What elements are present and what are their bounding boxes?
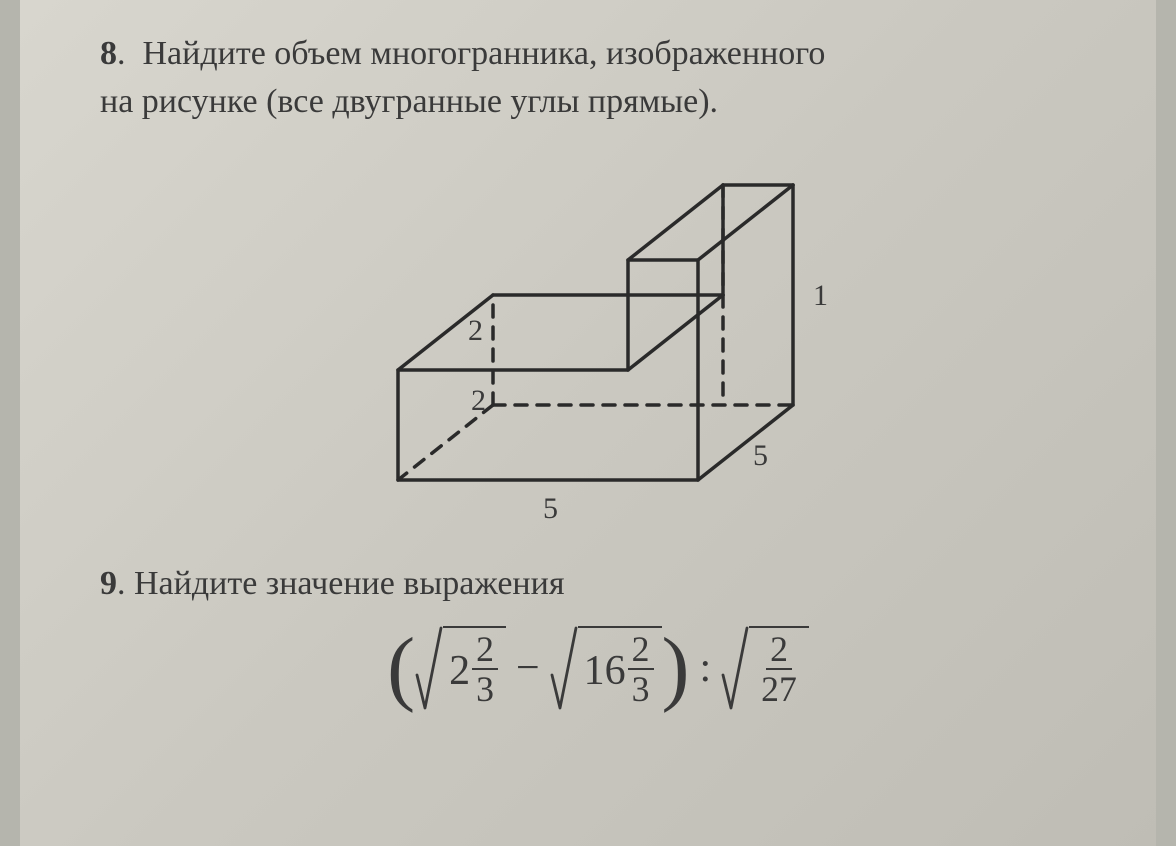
problem-9-dot: .: [117, 565, 126, 602]
close-paren: ): [662, 630, 690, 706]
radical-icon: [721, 623, 749, 713]
label-height-2b: 2: [471, 384, 486, 417]
sqrt-term-1: 2 2 3: [415, 623, 506, 713]
problem-9-number: 9: [100, 565, 117, 602]
radical-icon: [550, 623, 578, 713]
problem-9-statement: 9. Найдите значение выражения: [100, 560, 1096, 608]
label-depth-1: 1: [813, 279, 828, 312]
problem-8-number: 8: [100, 35, 117, 72]
problem-9-text: Найдите значение выражения: [134, 565, 564, 602]
label-height-2a: 2: [468, 314, 483, 347]
minus-op: −: [516, 644, 540, 692]
divide-colon: :: [699, 644, 711, 692]
sqrt2-den: 3: [628, 670, 654, 709]
figure-8-container: 2 2 1 5 5: [100, 140, 1096, 530]
sqrt1-arg: 2 2 3: [443, 626, 506, 709]
open-paren: (: [387, 630, 415, 706]
problem-9: 9. Найдите значение выражения ( 2 2 3 −: [100, 560, 1096, 713]
problem-8: 8. Найдите объем многогранника, изображе…: [100, 30, 1096, 530]
problem-8-text-line2: на рисунке (все двугранные углы прямые).: [100, 83, 718, 120]
sqrt2-arg: 16 2 3: [578, 626, 662, 709]
problem-8-statement: 8. Найдите объем многогранника, изображе…: [100, 30, 1096, 125]
sqrt3-frac: 2 27: [757, 632, 801, 709]
sqrt2-num: 2: [628, 632, 654, 670]
sqrt3-num: 2: [766, 632, 792, 670]
sqrt3-den: 27: [757, 670, 801, 709]
label-width-5: 5: [543, 492, 558, 525]
sqrt2-frac: 2 3: [628, 632, 654, 709]
sqrt-term-3: 2 27: [721, 623, 809, 713]
problem-8-text-line1: Найдите объем многогранника, изображенно…: [143, 35, 826, 72]
label-side-5: 5: [753, 439, 768, 472]
sqrt1-frac: 2 3: [472, 632, 498, 709]
page-content: 8. Найдите объем многогранника, изображе…: [20, 0, 1156, 846]
sqrt1-den: 3: [472, 670, 498, 709]
sqrt1-whole: 2: [449, 647, 470, 695]
sqrt3-arg: 2 27: [749, 626, 809, 709]
radical-icon: [415, 623, 443, 713]
sqrt2-whole: 16: [584, 647, 626, 695]
problem-9-expression: ( 2 2 3 −: [100, 623, 1096, 713]
problem-8-dot: .: [117, 35, 126, 72]
polyhedron-figure: 2 2 1 5 5: [318, 140, 878, 530]
sqrt-term-2: 16 2 3: [550, 623, 662, 713]
sqrt1-num: 2: [472, 632, 498, 670]
